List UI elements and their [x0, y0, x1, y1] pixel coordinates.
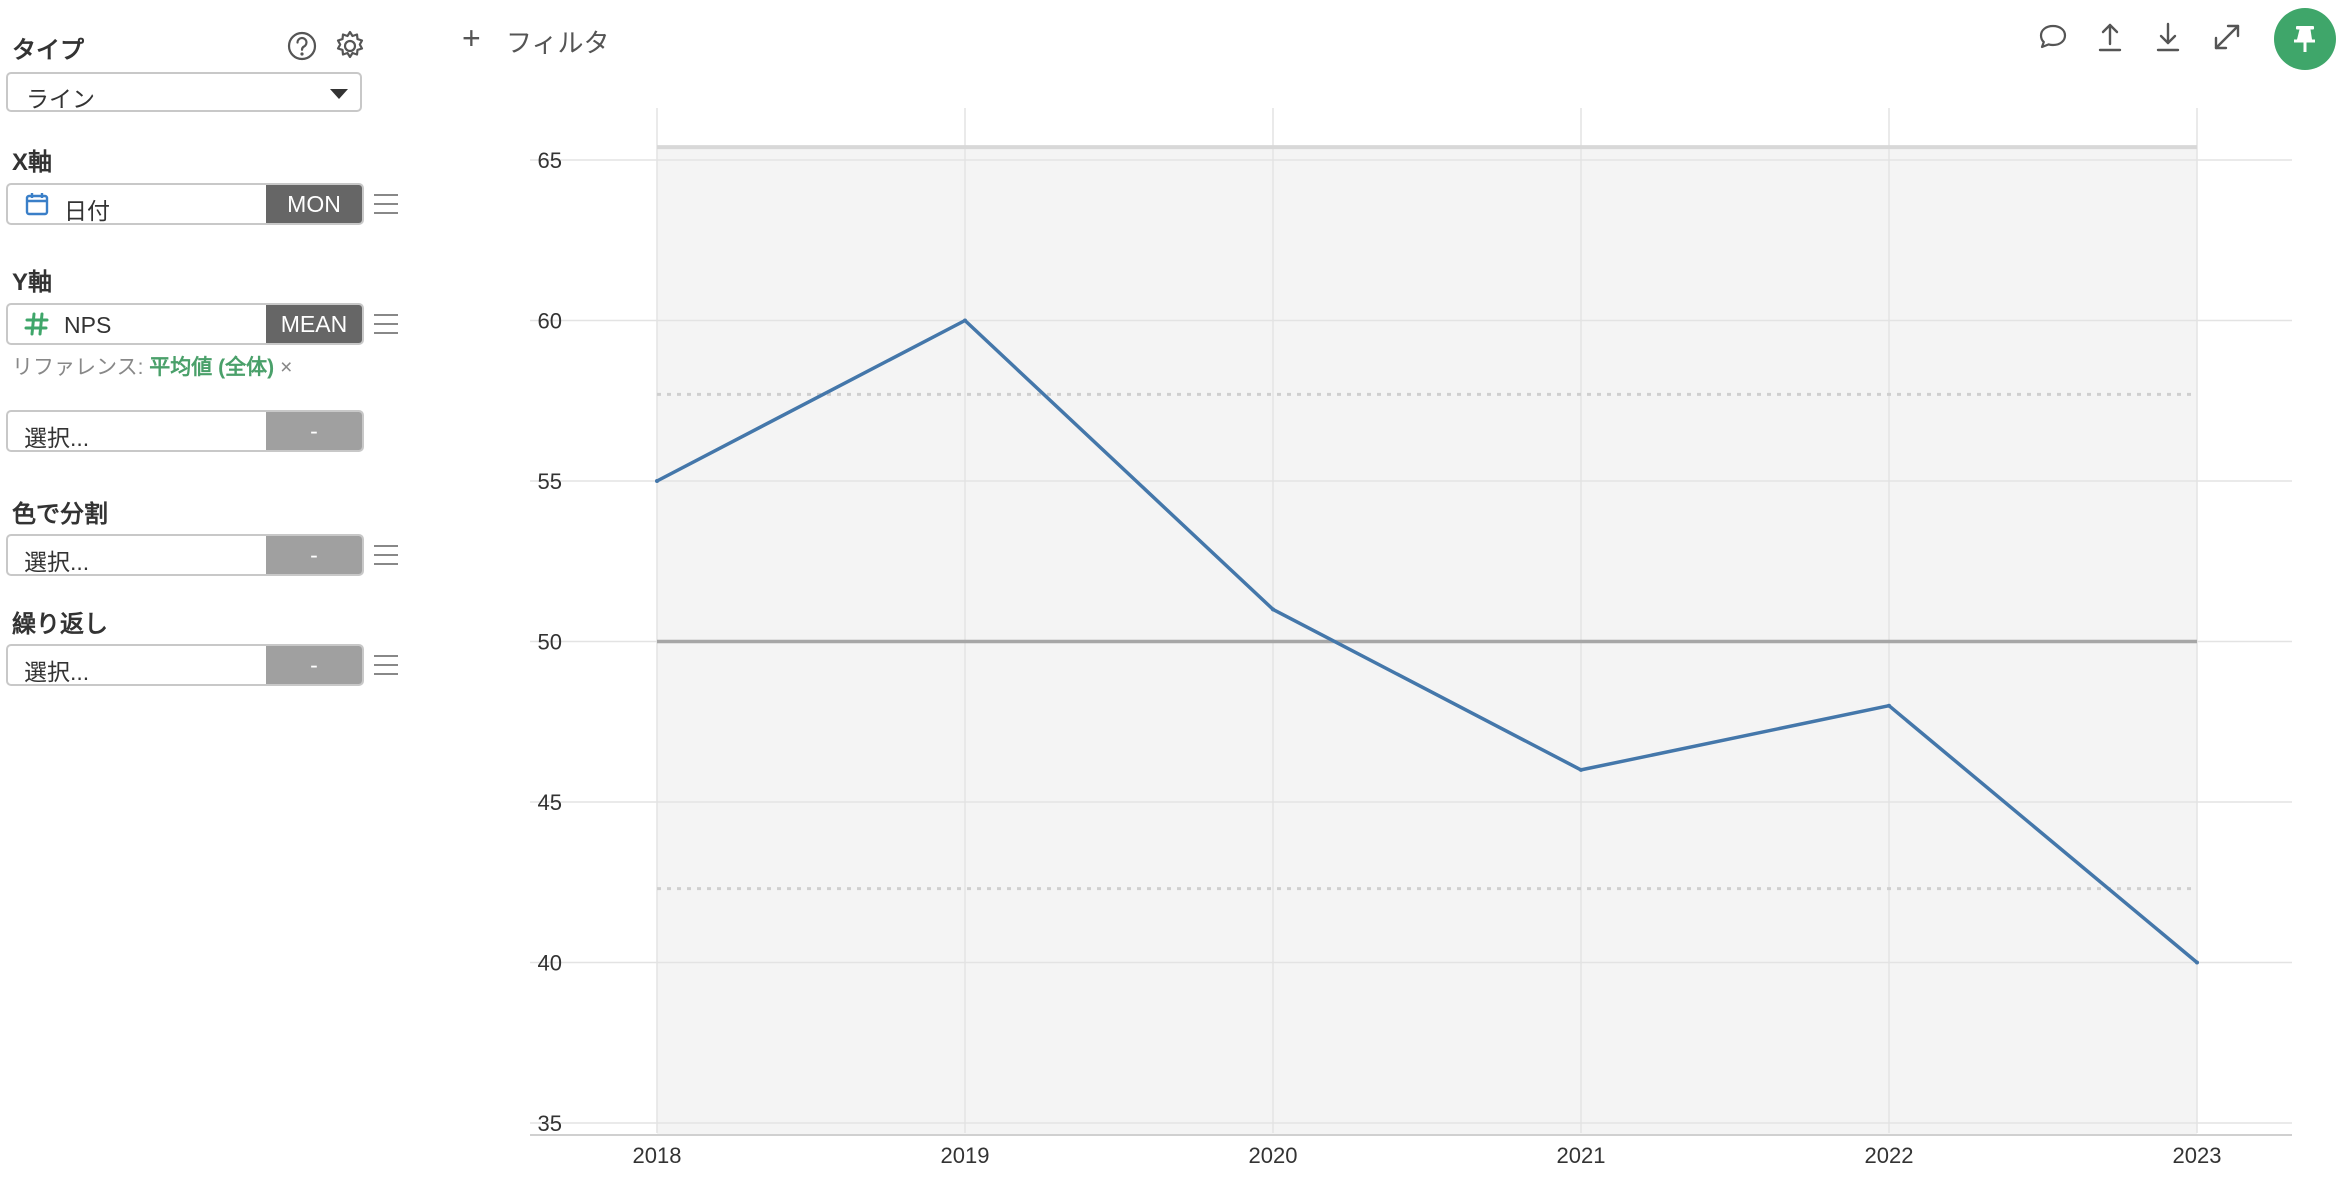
comment-icon[interactable]	[2036, 20, 2070, 54]
x-tick-label: 2023	[2173, 1143, 2222, 1168]
chevron-down-icon	[330, 89, 348, 99]
data-point[interactable]	[1271, 607, 1275, 612]
y-tick-label: 40	[538, 951, 562, 976]
x-axis-field-name: 日付	[64, 198, 110, 224]
repeat-label: 繰り返し	[12, 611, 108, 638]
x-tick-label: 2020	[1249, 1143, 1298, 1168]
color-split-placeholder: 選択...	[24, 549, 90, 575]
expand-icon[interactable]	[2210, 20, 2244, 54]
y-axis-field[interactable]: NPS MEAN	[6, 303, 364, 345]
y-tick-label: 35	[538, 1111, 562, 1136]
x-axis-agg-button[interactable]: MON	[266, 185, 362, 223]
download-icon[interactable]	[2151, 20, 2185, 54]
data-point[interactable]	[1579, 767, 1583, 772]
calendar-icon	[25, 193, 49, 216]
line-chart: 35 40 45 50 55 60 65 2018 2019 2020 2021 2022 2023	[530, 108, 2292, 1168]
y-tick-label: 45	[538, 790, 562, 815]
y-axis-label: Y軸	[12, 269, 53, 296]
x-tick-label: 2018	[633, 1143, 682, 1168]
plus-icon: +	[462, 20, 481, 56]
x-axis: 2018 2019 2020 2021 2022 2023	[530, 1134, 2292, 1168]
y-tick-label: 65	[538, 148, 562, 173]
y-tick-label: 55	[538, 469, 562, 494]
series-layer	[655, 318, 2199, 965]
upload-icon[interactable]	[2093, 20, 2127, 54]
y-axis: 35 40 45 50 55 60 65	[538, 148, 562, 1136]
x-axis-label: X軸	[12, 149, 53, 176]
x-tick-label: 2022	[1865, 1143, 1914, 1168]
extra-agg-button[interactable]: -	[266, 412, 362, 450]
color-split-label: 色で分割	[12, 501, 108, 528]
repeat-select[interactable]: 選択... -	[6, 644, 364, 686]
color-split-menu-icon[interactable]	[374, 545, 398, 567]
extra-field-placeholder: 選択...	[24, 425, 90, 451]
help-circle-icon[interactable]	[285, 29, 319, 63]
data-point[interactable]	[2195, 960, 2199, 965]
data-point[interactable]	[655, 479, 659, 483]
y-tick-label: 60	[538, 309, 562, 334]
x-tick-label: 2019	[941, 1143, 990, 1168]
data-point[interactable]	[1887, 703, 1891, 708]
series-line[interactable]	[656, 318, 2199, 964]
reference-prefix: リファレンス:	[12, 356, 150, 379]
extra-field-select[interactable]: 選択... -	[6, 410, 364, 452]
repeat-agg-button[interactable]: -	[266, 646, 362, 684]
chart-type-value: ライン	[26, 86, 95, 112]
y-axis-menu-icon[interactable]	[374, 314, 398, 336]
y-axis-agg-button[interactable]: MEAN	[266, 305, 362, 343]
reference-remove-icon[interactable]: ×	[280, 356, 293, 379]
reference-value-link[interactable]: 平均値 (全体)	[149, 356, 275, 379]
reference-lines	[657, 145, 2197, 891]
y-axis-field-name: NPS	[64, 312, 112, 338]
x-axis-menu-icon[interactable]	[374, 194, 398, 216]
pin-icon	[2294, 26, 2315, 52]
color-split-select[interactable]: 選択... -	[6, 534, 364, 576]
reference-line-setting: リファレンス: 平均値 (全体) ×	[12, 351, 292, 381]
repeat-placeholder: 選択...	[24, 659, 90, 685]
color-split-agg-button[interactable]: -	[266, 536, 362, 574]
filter-label: フィルタ	[506, 28, 610, 58]
y-tick-label: 50	[538, 630, 562, 655]
x-tick-label: 2021	[1557, 1143, 1606, 1168]
pin-button[interactable]	[2274, 8, 2336, 70]
type-label: タイプ	[12, 37, 84, 64]
data-point[interactable]	[963, 318, 967, 323]
repeat-menu-icon[interactable]	[374, 655, 398, 677]
chart-type-select[interactable]: ライン	[6, 72, 362, 112]
hash-icon	[24, 312, 49, 336]
sidebar: タイプ ライン X軸 日付 MON Y軸	[0, 0, 420, 1190]
x-axis-field[interactable]: 日付 MON	[6, 183, 364, 225]
gear-icon[interactable]	[333, 29, 367, 63]
